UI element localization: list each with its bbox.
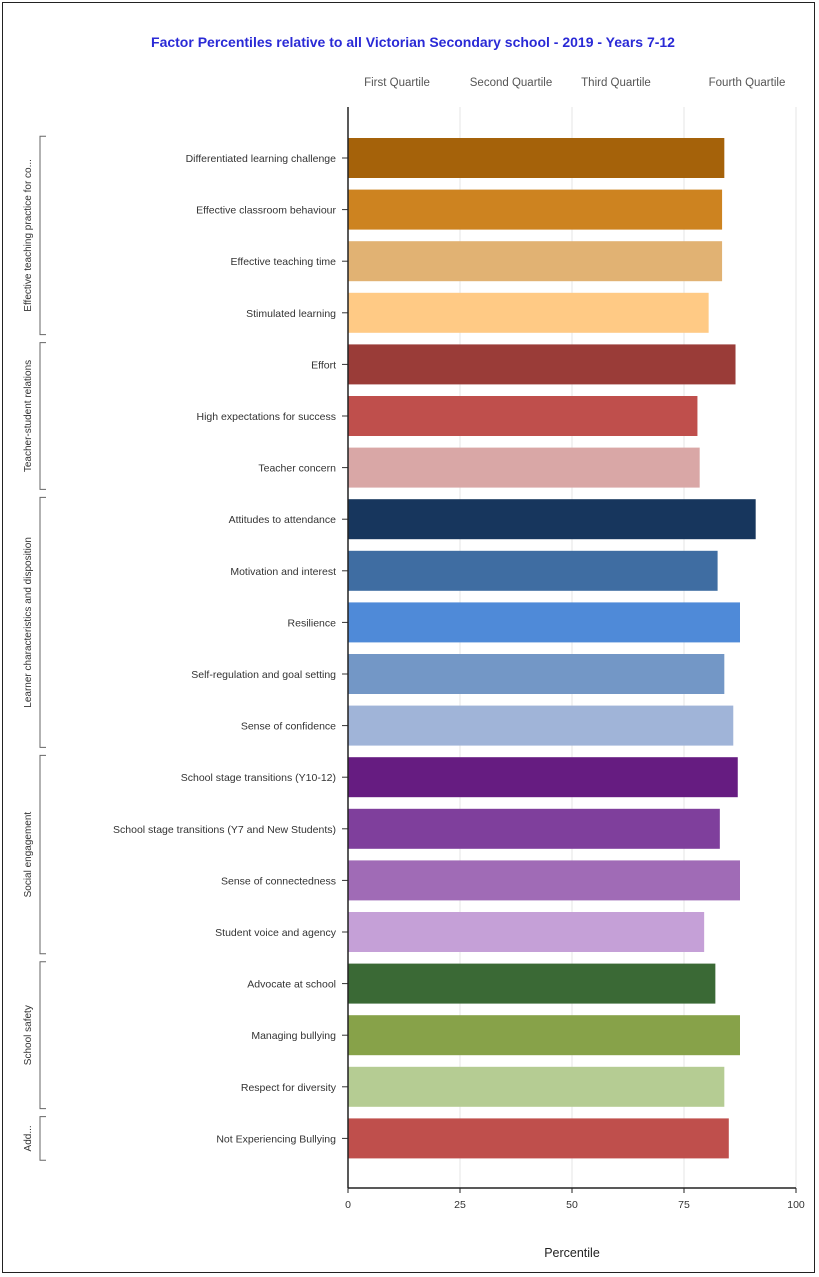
quartile-label-fourth: Fourth Quartile: [709, 77, 786, 89]
bar-10: [348, 602, 740, 643]
category-label-10: Resilience: [288, 617, 337, 629]
gridlines: [459, 107, 797, 1188]
category-label-7: Teacher concern: [258, 463, 336, 475]
group-bracket-5: [39, 961, 46, 1110]
category-label-12: Sense of confidence: [241, 721, 336, 733]
bar-11: [348, 654, 725, 694]
bar-16: [348, 912, 705, 952]
x-tick-label-75: 75: [678, 1199, 690, 1211]
quartile-labels: First Quartile Second Quartile Third Qua…: [364, 77, 785, 89]
category-label-3: Effective teaching time: [231, 256, 337, 268]
group-label-5: School safety: [23, 1005, 34, 1065]
bar-6: [348, 396, 698, 436]
bar-19: [348, 1066, 725, 1107]
category-label-8: Attitudes to attendance: [229, 514, 337, 526]
category-label-14: School stage transitions (Y7 and New Stu…: [113, 824, 336, 836]
x-tick-label-50: 50: [566, 1199, 578, 1211]
bar-4: [348, 292, 709, 333]
bar-15: [348, 860, 740, 901]
category-label-11: Self-regulation and goal setting: [191, 669, 336, 681]
bar-8: [348, 499, 756, 540]
bar-18: [348, 1015, 740, 1056]
bar-7: [348, 447, 700, 488]
category-label-13: School stage transitions (Y10-12): [181, 772, 336, 784]
group-label-6: Add...: [23, 1125, 34, 1151]
group-brackets: Effective teaching practice for co... Tea…: [23, 135, 46, 1161]
bar-14: [348, 808, 720, 849]
bar-12: [348, 705, 734, 746]
category-label-4: Stimulated learning: [246, 308, 336, 320]
category-label-16: Student voice and agency: [215, 927, 337, 939]
bar-9: [348, 550, 718, 591]
category-label-15: Sense of connectedness: [221, 875, 336, 887]
bar-17: [348, 963, 716, 1004]
category-label-9: Motivation and interest: [230, 566, 336, 578]
group-bracket-2: [39, 342, 46, 490]
bar-5: [348, 344, 736, 385]
group-bracket-1: [39, 135, 46, 336]
group-bracket-3: [39, 496, 46, 748]
x-axis-label: Percentile: [544, 1246, 600, 1260]
x-tick-labels: 0 25 50 75 100: [345, 1188, 805, 1211]
x-tick-label-25: 25: [454, 1199, 466, 1211]
group-label-3: Learner characteristics and disposition: [23, 537, 34, 708]
quartile-label-first: First Quartile: [364, 77, 430, 89]
bar-20: [348, 1118, 729, 1159]
bars: [348, 138, 756, 1159]
bar-2: [348, 189, 723, 230]
bar-1: [348, 138, 725, 178]
bar-13: [348, 757, 738, 798]
category-labels: Differentiated learning challenge Effecti…: [113, 153, 348, 1145]
group-label-2: Teacher-student relations: [23, 360, 34, 472]
category-label-17: Advocate at school: [247, 979, 336, 991]
category-label-2: Effective classroom behaviour: [196, 205, 336, 217]
category-label-19: Respect for diversity: [241, 1082, 337, 1094]
group-label-4: Social engagement: [23, 812, 34, 898]
bar-3: [348, 241, 723, 282]
group-bracket-4: [39, 754, 46, 955]
x-tick-label-0: 0: [345, 1199, 351, 1211]
chart-title: Factor Percentiles relative to all Victo…: [151, 34, 675, 50]
category-label-20: Not Experiencing Bullying: [216, 1133, 336, 1145]
category-label-1: Differentiated learning challenge: [186, 153, 337, 165]
x-tick-label-100: 100: [787, 1199, 805, 1211]
group-label-1: Effective teaching practice for co...: [23, 159, 34, 312]
category-label-5: Effort: [311, 359, 336, 371]
category-label-18: Managing bullying: [251, 1030, 336, 1042]
category-label-6: High expectations for success: [197, 411, 336, 423]
quartile-label-third: Third Quartile: [581, 77, 651, 89]
group-bracket-6: [39, 1116, 46, 1161]
quartile-label-second: Second Quartile: [470, 77, 552, 89]
